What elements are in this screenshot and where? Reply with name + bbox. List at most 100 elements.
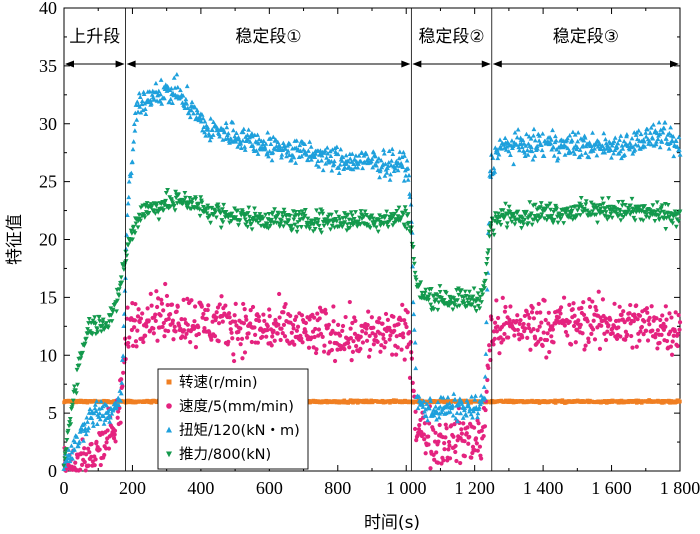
data-point xyxy=(464,431,469,436)
data-point xyxy=(357,222,363,227)
data-point xyxy=(233,301,238,306)
data-point xyxy=(659,203,665,208)
data-point xyxy=(526,322,531,327)
data-point xyxy=(229,218,234,224)
data-point xyxy=(469,394,475,399)
data-point xyxy=(322,147,328,153)
data-point xyxy=(66,447,72,452)
data-point xyxy=(153,318,158,324)
data-point xyxy=(549,334,554,339)
data-point xyxy=(596,289,601,294)
data-point xyxy=(255,132,260,137)
data-point xyxy=(358,158,364,164)
data-point xyxy=(617,209,623,214)
data-point xyxy=(332,145,338,151)
data-point xyxy=(663,226,669,232)
data-point xyxy=(548,137,554,142)
data-point xyxy=(380,321,385,326)
data-point xyxy=(629,333,634,339)
data-point xyxy=(366,309,371,314)
data-point xyxy=(213,215,219,220)
data-point xyxy=(307,139,313,144)
data-point xyxy=(578,195,584,201)
data-point xyxy=(201,124,207,129)
legend-marker xyxy=(166,426,172,433)
data-point xyxy=(358,334,363,339)
data-point xyxy=(297,142,303,148)
data-point xyxy=(650,136,656,141)
data-point xyxy=(331,304,336,309)
data-point xyxy=(570,129,576,135)
data-point xyxy=(534,310,540,315)
data-point xyxy=(168,86,174,91)
data-point xyxy=(398,317,404,323)
data-point xyxy=(525,335,530,340)
data-point xyxy=(245,224,250,230)
data-point xyxy=(289,330,294,335)
data-point xyxy=(531,327,536,332)
data-point xyxy=(325,221,331,227)
data-point xyxy=(215,202,221,207)
data-point xyxy=(204,211,210,216)
data-point xyxy=(223,303,228,308)
data-point xyxy=(600,143,605,148)
data-point xyxy=(655,208,661,213)
data-point xyxy=(650,328,655,333)
data-point xyxy=(642,144,648,149)
data-point xyxy=(453,449,458,455)
data-point xyxy=(601,130,607,136)
data-point xyxy=(126,340,131,346)
data-point xyxy=(368,347,373,353)
data-point xyxy=(603,206,608,211)
data-point xyxy=(229,330,234,335)
data-point xyxy=(217,134,223,139)
data-point xyxy=(455,438,460,443)
data-point xyxy=(583,150,589,155)
data-point xyxy=(658,127,664,132)
data-point xyxy=(148,101,154,106)
data-point xyxy=(128,170,134,176)
data-point xyxy=(321,223,327,229)
data-point xyxy=(431,452,436,458)
data-point xyxy=(536,339,541,344)
data-point xyxy=(269,217,274,223)
data-point xyxy=(64,437,70,443)
data-point xyxy=(469,455,474,460)
data-point xyxy=(495,315,501,321)
data-point xyxy=(572,313,577,318)
data-point xyxy=(240,356,245,361)
data-point xyxy=(469,302,475,307)
data-point xyxy=(491,232,497,238)
data-point xyxy=(618,218,624,223)
data-point xyxy=(656,119,662,125)
data-point xyxy=(292,342,297,347)
data-point xyxy=(414,438,419,443)
data-point xyxy=(527,315,532,321)
data-point xyxy=(565,135,570,141)
data-point xyxy=(610,331,615,336)
data-point xyxy=(544,218,550,223)
data-point xyxy=(242,307,247,312)
data-point xyxy=(267,223,273,229)
data-point xyxy=(635,317,640,322)
data-point xyxy=(497,219,502,225)
data-point xyxy=(143,333,148,338)
data-point xyxy=(525,152,531,157)
data-point xyxy=(112,428,118,433)
data-point xyxy=(285,148,291,153)
data-point xyxy=(515,313,520,318)
data-point xyxy=(530,157,536,162)
data-point xyxy=(650,122,656,127)
data-point xyxy=(550,220,556,226)
x-tick-label: 1 800 xyxy=(660,478,700,498)
data-point xyxy=(539,147,545,153)
data-point xyxy=(149,303,154,308)
data-point xyxy=(634,344,639,349)
data-point xyxy=(456,292,462,298)
data-point xyxy=(82,421,87,426)
data-point xyxy=(358,346,363,352)
data-point xyxy=(416,427,422,432)
data-point xyxy=(503,304,508,310)
data-point xyxy=(200,205,206,210)
